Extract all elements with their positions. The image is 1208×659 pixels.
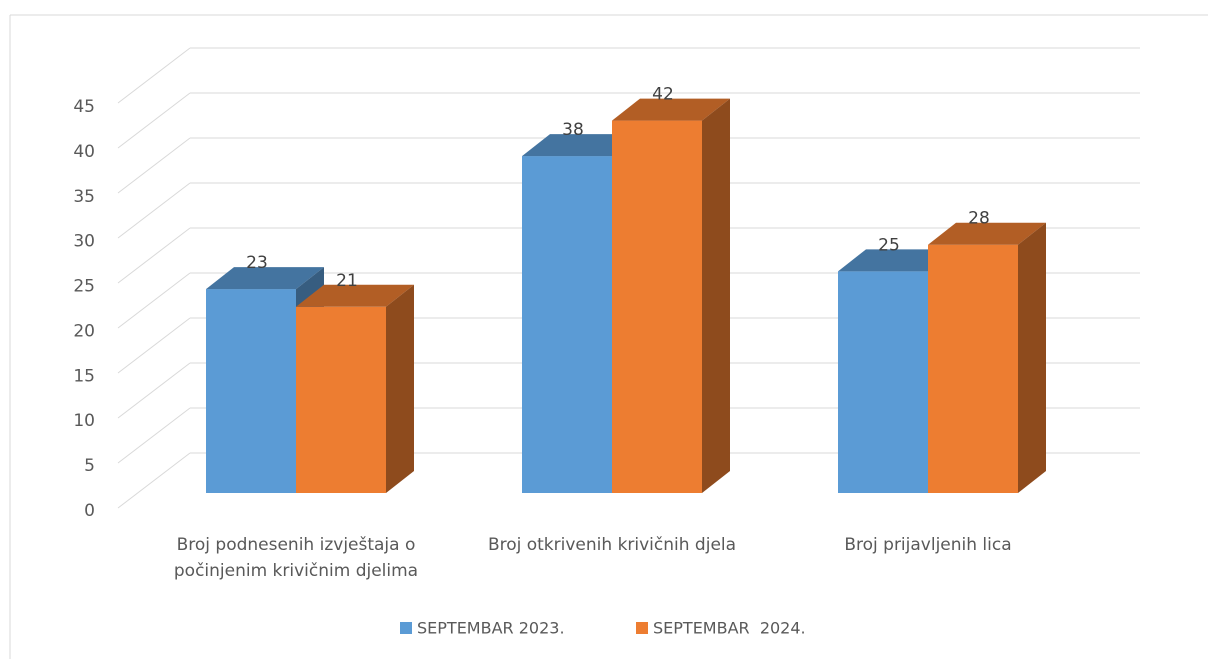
grid-line-depth bbox=[117, 362, 191, 419]
grid-line-depth bbox=[117, 272, 191, 329]
grid-line-depth bbox=[117, 137, 191, 194]
bar-top bbox=[838, 249, 956, 272]
bar-top bbox=[522, 134, 640, 157]
bar-front bbox=[612, 120, 702, 493]
legend-swatch bbox=[636, 622, 648, 634]
data-label: 38 bbox=[562, 120, 584, 140]
bar-top bbox=[928, 222, 1046, 245]
y-tick-label: 45 bbox=[73, 97, 95, 117]
x-tick-label: Broj prijavljenih lica bbox=[844, 535, 1012, 555]
y-tick-label: 40 bbox=[73, 142, 95, 162]
bar-front bbox=[296, 306, 386, 493]
x-tick-label: Broj otkrivenih krivičnih djela bbox=[487, 535, 737, 555]
bar-top bbox=[206, 267, 324, 290]
bar-front bbox=[522, 156, 612, 494]
data-label: 23 bbox=[246, 253, 268, 273]
x-tick-label: Broj podnesenih izvještaja o počinjenim … bbox=[173, 535, 419, 581]
y-tick-label: 20 bbox=[73, 321, 95, 341]
legend-label: SEPTEMBAR 2023. bbox=[417, 619, 565, 638]
bar-front bbox=[838, 271, 928, 493]
legend-label: SEPTEMBAR 2024. bbox=[653, 619, 806, 638]
legend-swatch bbox=[400, 622, 412, 634]
grid-line-depth bbox=[117, 92, 191, 149]
grid-line-depth bbox=[117, 227, 191, 284]
bar-side bbox=[386, 284, 414, 493]
data-label: 25 bbox=[878, 235, 900, 255]
grid-line-depth bbox=[117, 407, 191, 464]
data-label: 42 bbox=[652, 85, 674, 105]
bar-side bbox=[1018, 222, 1046, 493]
y-tick-label: 35 bbox=[73, 187, 95, 207]
data-label: 28 bbox=[968, 209, 990, 229]
bar-front bbox=[206, 289, 296, 493]
y-tick-label: 10 bbox=[73, 411, 95, 431]
y-tick-label: 15 bbox=[73, 366, 95, 386]
y-tick-label: 30 bbox=[73, 232, 95, 252]
bar-top bbox=[296, 284, 414, 307]
bar-front bbox=[928, 244, 1018, 493]
grid-line-depth bbox=[117, 317, 191, 374]
grid-line-depth bbox=[117, 47, 191, 104]
y-tick-label: 0 bbox=[84, 501, 95, 521]
y-tick-label: 5 bbox=[84, 456, 95, 476]
bar-side bbox=[702, 98, 730, 493]
y-tick-label: 25 bbox=[73, 277, 95, 297]
data-label: 21 bbox=[336, 271, 358, 291]
grid-line-depth bbox=[117, 182, 191, 239]
grid-line-depth bbox=[117, 452, 191, 509]
bar-top bbox=[612, 98, 730, 121]
